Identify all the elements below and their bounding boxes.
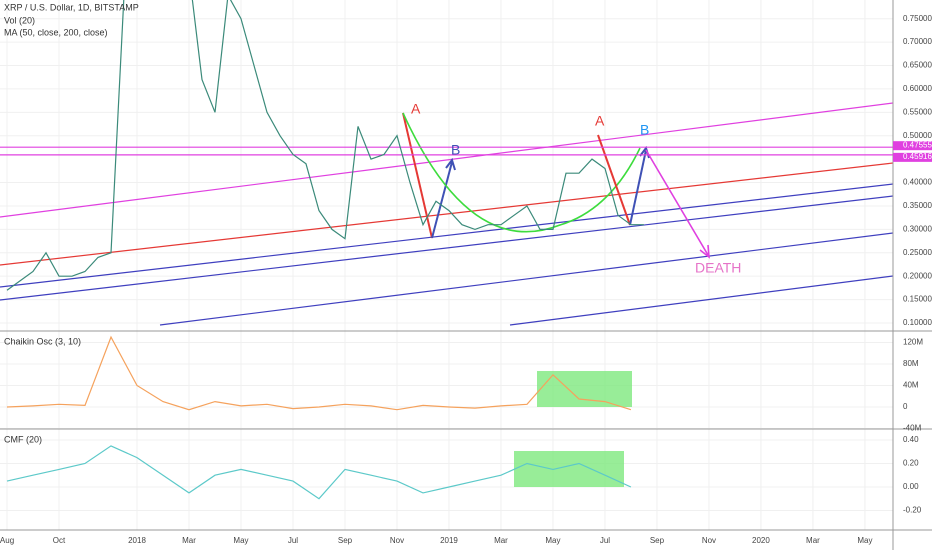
series-line [6,335,632,411]
price-label-bg [893,152,932,162]
grid [0,0,893,530]
y-tick-label: 0.35000 [903,201,932,210]
marks [0,0,893,500]
pane-title: Chaikin Osc (3, 10) [4,336,81,346]
x-tick-label: Oct [53,536,66,545]
y-tick-label: 0.55000 [903,107,932,116]
x-tick-label: Mar [806,536,820,545]
y-tick-label: 0.50000 [903,131,932,140]
price-label-bg [893,141,932,151]
x-tick-label: Jul [600,536,610,545]
annotation: B [451,142,460,158]
x-tick-label: Aug [0,536,14,545]
price-label: 0.47555 [903,140,932,149]
highlight-box [537,371,632,407]
series-line [6,445,632,500]
y-tick-label: 0.40000 [903,178,932,187]
y-tick-label: -0.20 [903,506,922,515]
x-tick-label: Mar [494,536,508,545]
x-tick-label: May [857,536,872,545]
y-tick-label: 0.65000 [903,61,932,70]
y-tick-label: 40M [903,381,919,390]
y-tick-label: 0.15000 [903,295,932,304]
y-tick-label: 0.70000 [903,37,932,46]
legend-line: Vol (20) [4,15,35,25]
x-tick-label: Sep [338,536,353,545]
y-tick-label: 0.60000 [903,84,932,93]
y-tick-label: 0.20 [903,459,919,468]
annotation: A [411,101,421,117]
annotation: B [640,122,649,138]
y-tick-label: 0.30000 [903,224,932,233]
x-tick-label: Mar [182,536,196,545]
y-tick-label: 0.00 [903,482,919,491]
annotation: DEATH [695,260,741,276]
price-label: 0.45916 [903,152,932,161]
x-tick-label: 2019 [440,536,458,545]
y-tick-label: 0 [903,402,908,411]
x-tick-label: Nov [390,536,404,545]
y-tick-label: 0.20000 [903,271,932,280]
x-tick-label: Jul [288,536,298,545]
legend-line: MA (50, close, 200, close) [4,27,108,37]
x-tick-label: May [233,536,248,545]
y-tick-label: 0.10000 [903,318,932,327]
y-tick-label: 80M [903,359,919,368]
y-tick-label: 0.25000 [903,248,932,257]
x-tick-label: Sep [650,536,665,545]
pane-title: CMF (20) [4,434,42,444]
series-line [6,0,644,291]
y-tick-label: 0.40 [903,435,919,444]
highlight-box [514,451,624,487]
x-tick-label: 2018 [128,536,146,545]
y-tick-label: 120M [903,338,923,347]
y-tick-label: -40M [903,424,922,433]
x-tick-label: Nov [702,536,716,545]
x-tick-label: 2020 [752,536,770,545]
x-tick-label: May [545,536,560,545]
y-tick-label: 0.75000 [903,14,932,23]
chart-title: XRP / U.S. Dollar, 1D, BITSTAMP [4,2,139,12]
drawings [0,102,893,326]
annotation: A [595,113,605,129]
